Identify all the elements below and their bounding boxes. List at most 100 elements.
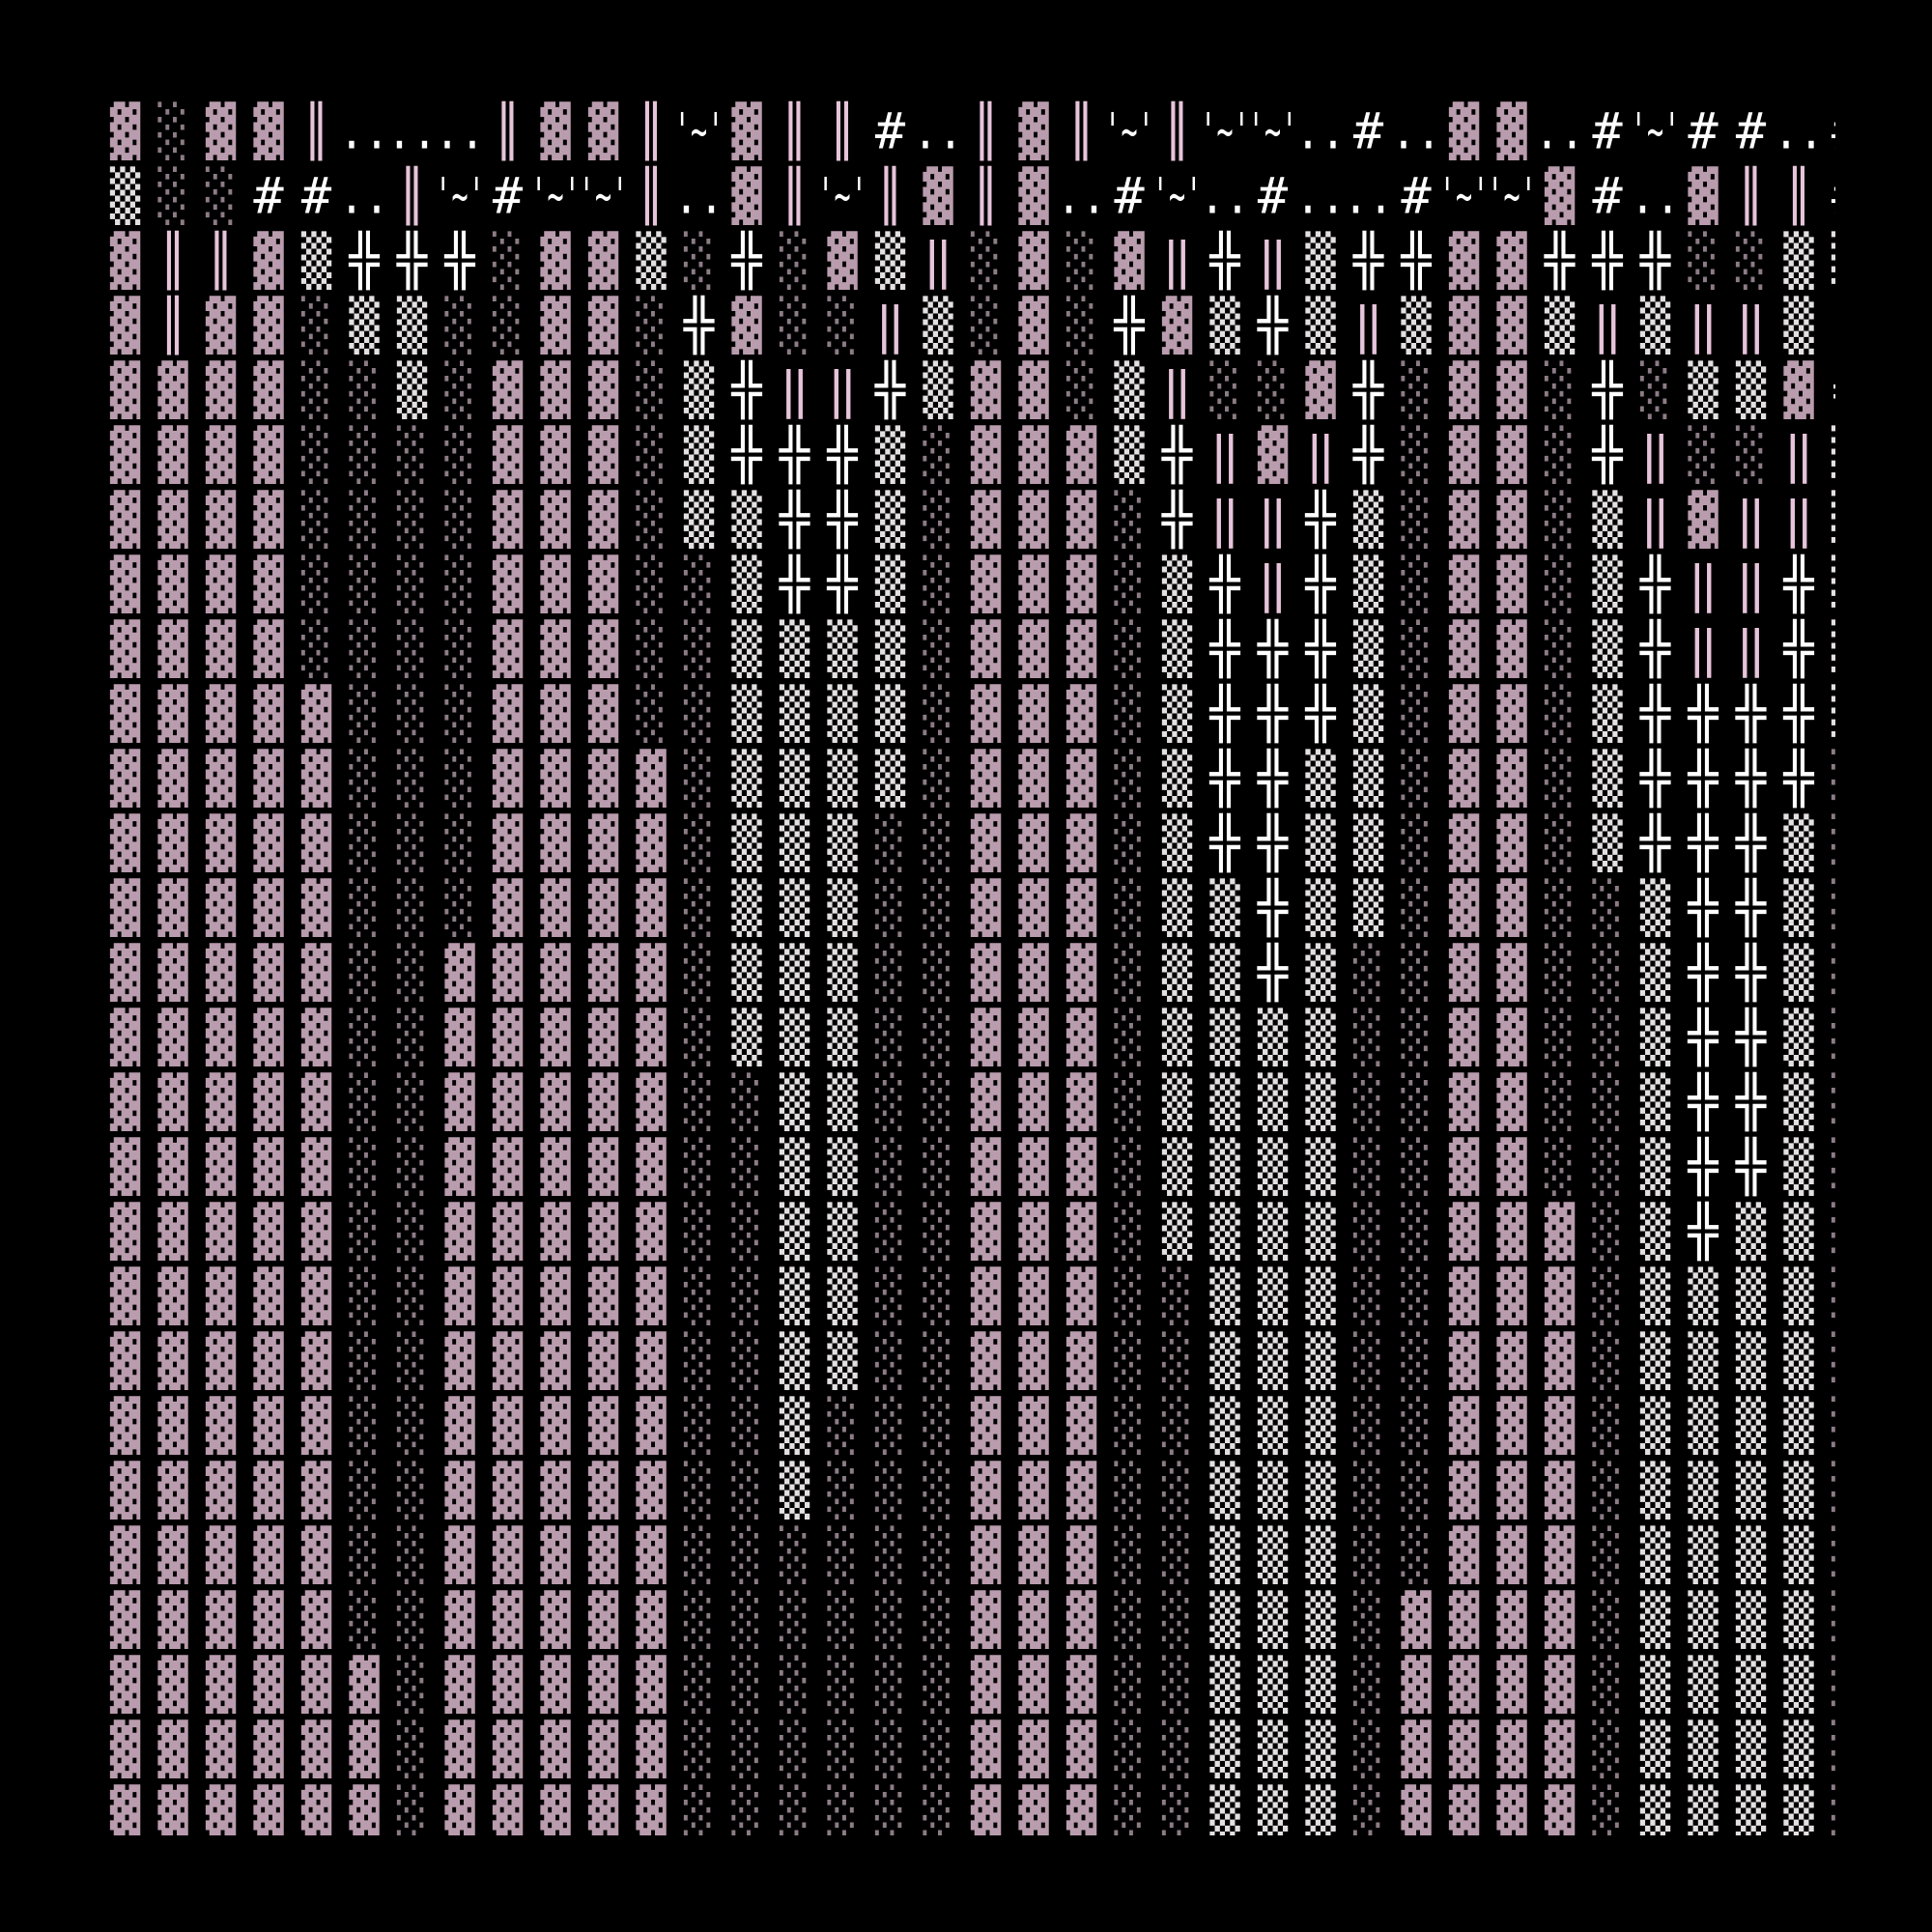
tile: ▒: [780, 813, 810, 873]
tile: ▓: [1401, 1590, 1432, 1650]
tile: ░: [444, 749, 474, 809]
tile: ▓: [588, 1137, 619, 1197]
tile: ░: [923, 1137, 952, 1197]
tile: ▒: [1209, 1784, 1240, 1844]
tile: ..: [1774, 103, 1824, 161]
tile: ░: [827, 1655, 857, 1715]
tile: ▓: [301, 749, 332, 809]
tile: ║: [780, 166, 810, 226]
tile: ▒: [1736, 1784, 1767, 1844]
tile: ▒: [1353, 684, 1384, 744]
tile: ░: [1401, 360, 1431, 420]
tile: ▓: [1496, 1008, 1527, 1067]
tile: ▓: [493, 1331, 524, 1391]
tile: ▓: [636, 1396, 667, 1456]
tile: ░: [731, 1137, 761, 1197]
tile: ░: [1592, 943, 1622, 1003]
tile: ░: [1592, 1266, 1622, 1326]
tile: ░: [349, 1396, 379, 1456]
tile: ▓: [253, 296, 284, 355]
tile: ▓: [157, 943, 188, 1003]
tile: ▓: [157, 1266, 188, 1326]
tile: ▒: [1305, 1784, 1336, 1844]
tile: ░: [397, 1590, 427, 1650]
tile: ▓: [1449, 1137, 1480, 1197]
tile: ░: [923, 1072, 952, 1132]
tile: ╬: [779, 425, 811, 485]
tile: ▓: [206, 296, 237, 355]
tile: ▒: [827, 619, 858, 679]
tile: ║: [1066, 101, 1096, 161]
tile: ▓: [971, 554, 1002, 614]
tile: ‖: [1736, 298, 1766, 355]
tile: ░: [731, 1525, 761, 1585]
tile: ▓: [1066, 1719, 1097, 1779]
tile: ▒: [1783, 813, 1814, 873]
tile: ░: [1592, 1719, 1622, 1779]
tile: ..: [913, 103, 963, 161]
tile: ▒: [1783, 231, 1814, 291]
tile: ▓: [540, 554, 571, 614]
tile: ▒: [1640, 878, 1671, 938]
tile: ▓: [540, 1396, 571, 1456]
tile: ░: [397, 749, 427, 809]
tile: ░: [684, 1396, 714, 1456]
tile: ▓: [301, 1137, 332, 1197]
tile: ░: [780, 1784, 810, 1844]
tile: ░: [349, 943, 379, 1003]
tile: ░: [1401, 943, 1431, 1003]
tile: ░: [636, 360, 666, 420]
tile: ▓: [206, 425, 237, 485]
tile: ░: [1353, 1137, 1383, 1197]
tile: #: [1688, 103, 1719, 161]
tile: ╬: [730, 425, 763, 485]
tile: ░: [1114, 554, 1144, 614]
tile: ▒: [731, 490, 762, 550]
tile: #: [1114, 168, 1145, 226]
tile: ▒: [1688, 1461, 1719, 1520]
tile: '~': [1487, 168, 1537, 226]
tile: ▓: [971, 1008, 1002, 1067]
tile: ╬: [396, 231, 429, 291]
tile: ‖: [780, 362, 810, 420]
tile: ▒: [780, 1266, 810, 1326]
tile: ░: [1162, 1331, 1192, 1391]
tile: ▒: [731, 943, 762, 1003]
tile: ▓: [731, 166, 762, 226]
tile: ▓: [1496, 684, 1527, 744]
tile: ░: [349, 1590, 379, 1650]
tile: ▓: [493, 1590, 524, 1650]
tile: ░: [206, 166, 236, 226]
tile: ▒: [1305, 296, 1336, 355]
tile: ▒: [1305, 1525, 1336, 1585]
tile: ▒: [780, 1331, 810, 1391]
tile: ▓: [206, 943, 237, 1003]
tile: ▓: [349, 1784, 380, 1844]
tile: ‖: [1736, 492, 1766, 550]
tile: ▓: [588, 1525, 619, 1585]
tile: ▒: [349, 296, 380, 355]
tile: ▓: [206, 1331, 237, 1391]
tile: ▓: [1018, 166, 1049, 226]
tile: ░: [1401, 554, 1431, 614]
tile: ▓: [493, 1655, 524, 1715]
tile: ▓: [588, 878, 619, 938]
tile: ▒: [780, 619, 810, 679]
tile: ▓: [1449, 231, 1480, 291]
tile: ╬: [1400, 231, 1433, 291]
tile: ▒: [1640, 943, 1671, 1003]
tile: ▓: [1018, 749, 1049, 809]
tile: ..: [1295, 103, 1346, 161]
tile: ╬: [348, 231, 381, 291]
tile: ▒: [1209, 1590, 1240, 1650]
tile: ▓: [1449, 1590, 1480, 1650]
tile: ▒: [1162, 1202, 1193, 1262]
tile: ▒: [1688, 1655, 1719, 1715]
tile: ▒: [1209, 878, 1240, 938]
tile: ▒: [1736, 1590, 1767, 1650]
tile: ║: [397, 166, 427, 226]
tile: ▓: [1496, 1331, 1527, 1391]
tile: ▓: [971, 878, 1002, 938]
tile: ░: [684, 554, 714, 614]
tile: ░: [684, 684, 714, 744]
